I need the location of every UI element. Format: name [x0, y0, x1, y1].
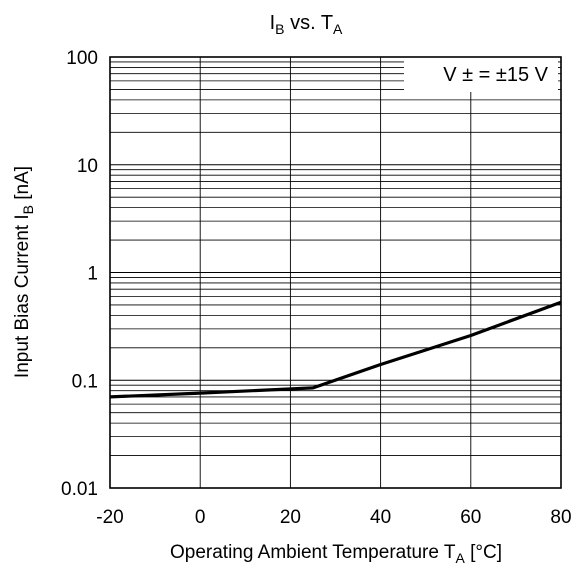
y-axis-label: Input Bias Current IB [nA] — [12, 166, 36, 378]
x-tick-label-2: 20 — [280, 507, 301, 528]
title-main: I — [270, 12, 276, 34]
x-axis-label-sub: A — [456, 550, 466, 566]
y-tick-label-0: 0.01 — [61, 479, 98, 500]
series-line-0 — [109, 300, 562, 399]
x-tick-label-1: 0 — [195, 507, 206, 528]
y-axis-label-main: Input Bias Current I — [12, 214, 33, 378]
x-tick-label-3: 40 — [370, 507, 391, 528]
x-axis-label-main: Operating Ambient Temperature T — [170, 542, 456, 563]
x-axis-label-unit: [°C] — [465, 542, 502, 563]
tick-labels: -20 0 20 40 60 80 0.01 0.1 1 10 100 — [61, 48, 572, 528]
series-group — [109, 300, 562, 399]
y-tick-label-4: 100 — [66, 48, 98, 69]
chart-title: IB vs. TA — [270, 12, 343, 37]
y-axis-label-unit: [nA] — [12, 166, 33, 205]
plot-border — [109, 56, 562, 489]
grid — [109, 57, 562, 489]
annotation-box — [404, 56, 558, 92]
x-tick-label-5: 80 — [550, 507, 571, 528]
x-tick-label-0: -20 — [96, 507, 123, 528]
y-axis-label-sub: B — [20, 205, 36, 214]
x-tick-label-4: 60 — [460, 507, 481, 528]
title-sub1: B — [275, 21, 284, 37]
y-tick-label-3: 10 — [77, 156, 98, 177]
annotation: V ± = ±15 V — [443, 64, 548, 86]
x-axis-label: Operating Ambient Temperature TA [°C] — [170, 542, 502, 566]
title-sub2: A — [333, 21, 343, 37]
y-tick-label-1: 0.1 — [72, 371, 98, 392]
y-tick-label-2: 1 — [87, 264, 98, 285]
title-mid: vs. T — [285, 12, 334, 34]
